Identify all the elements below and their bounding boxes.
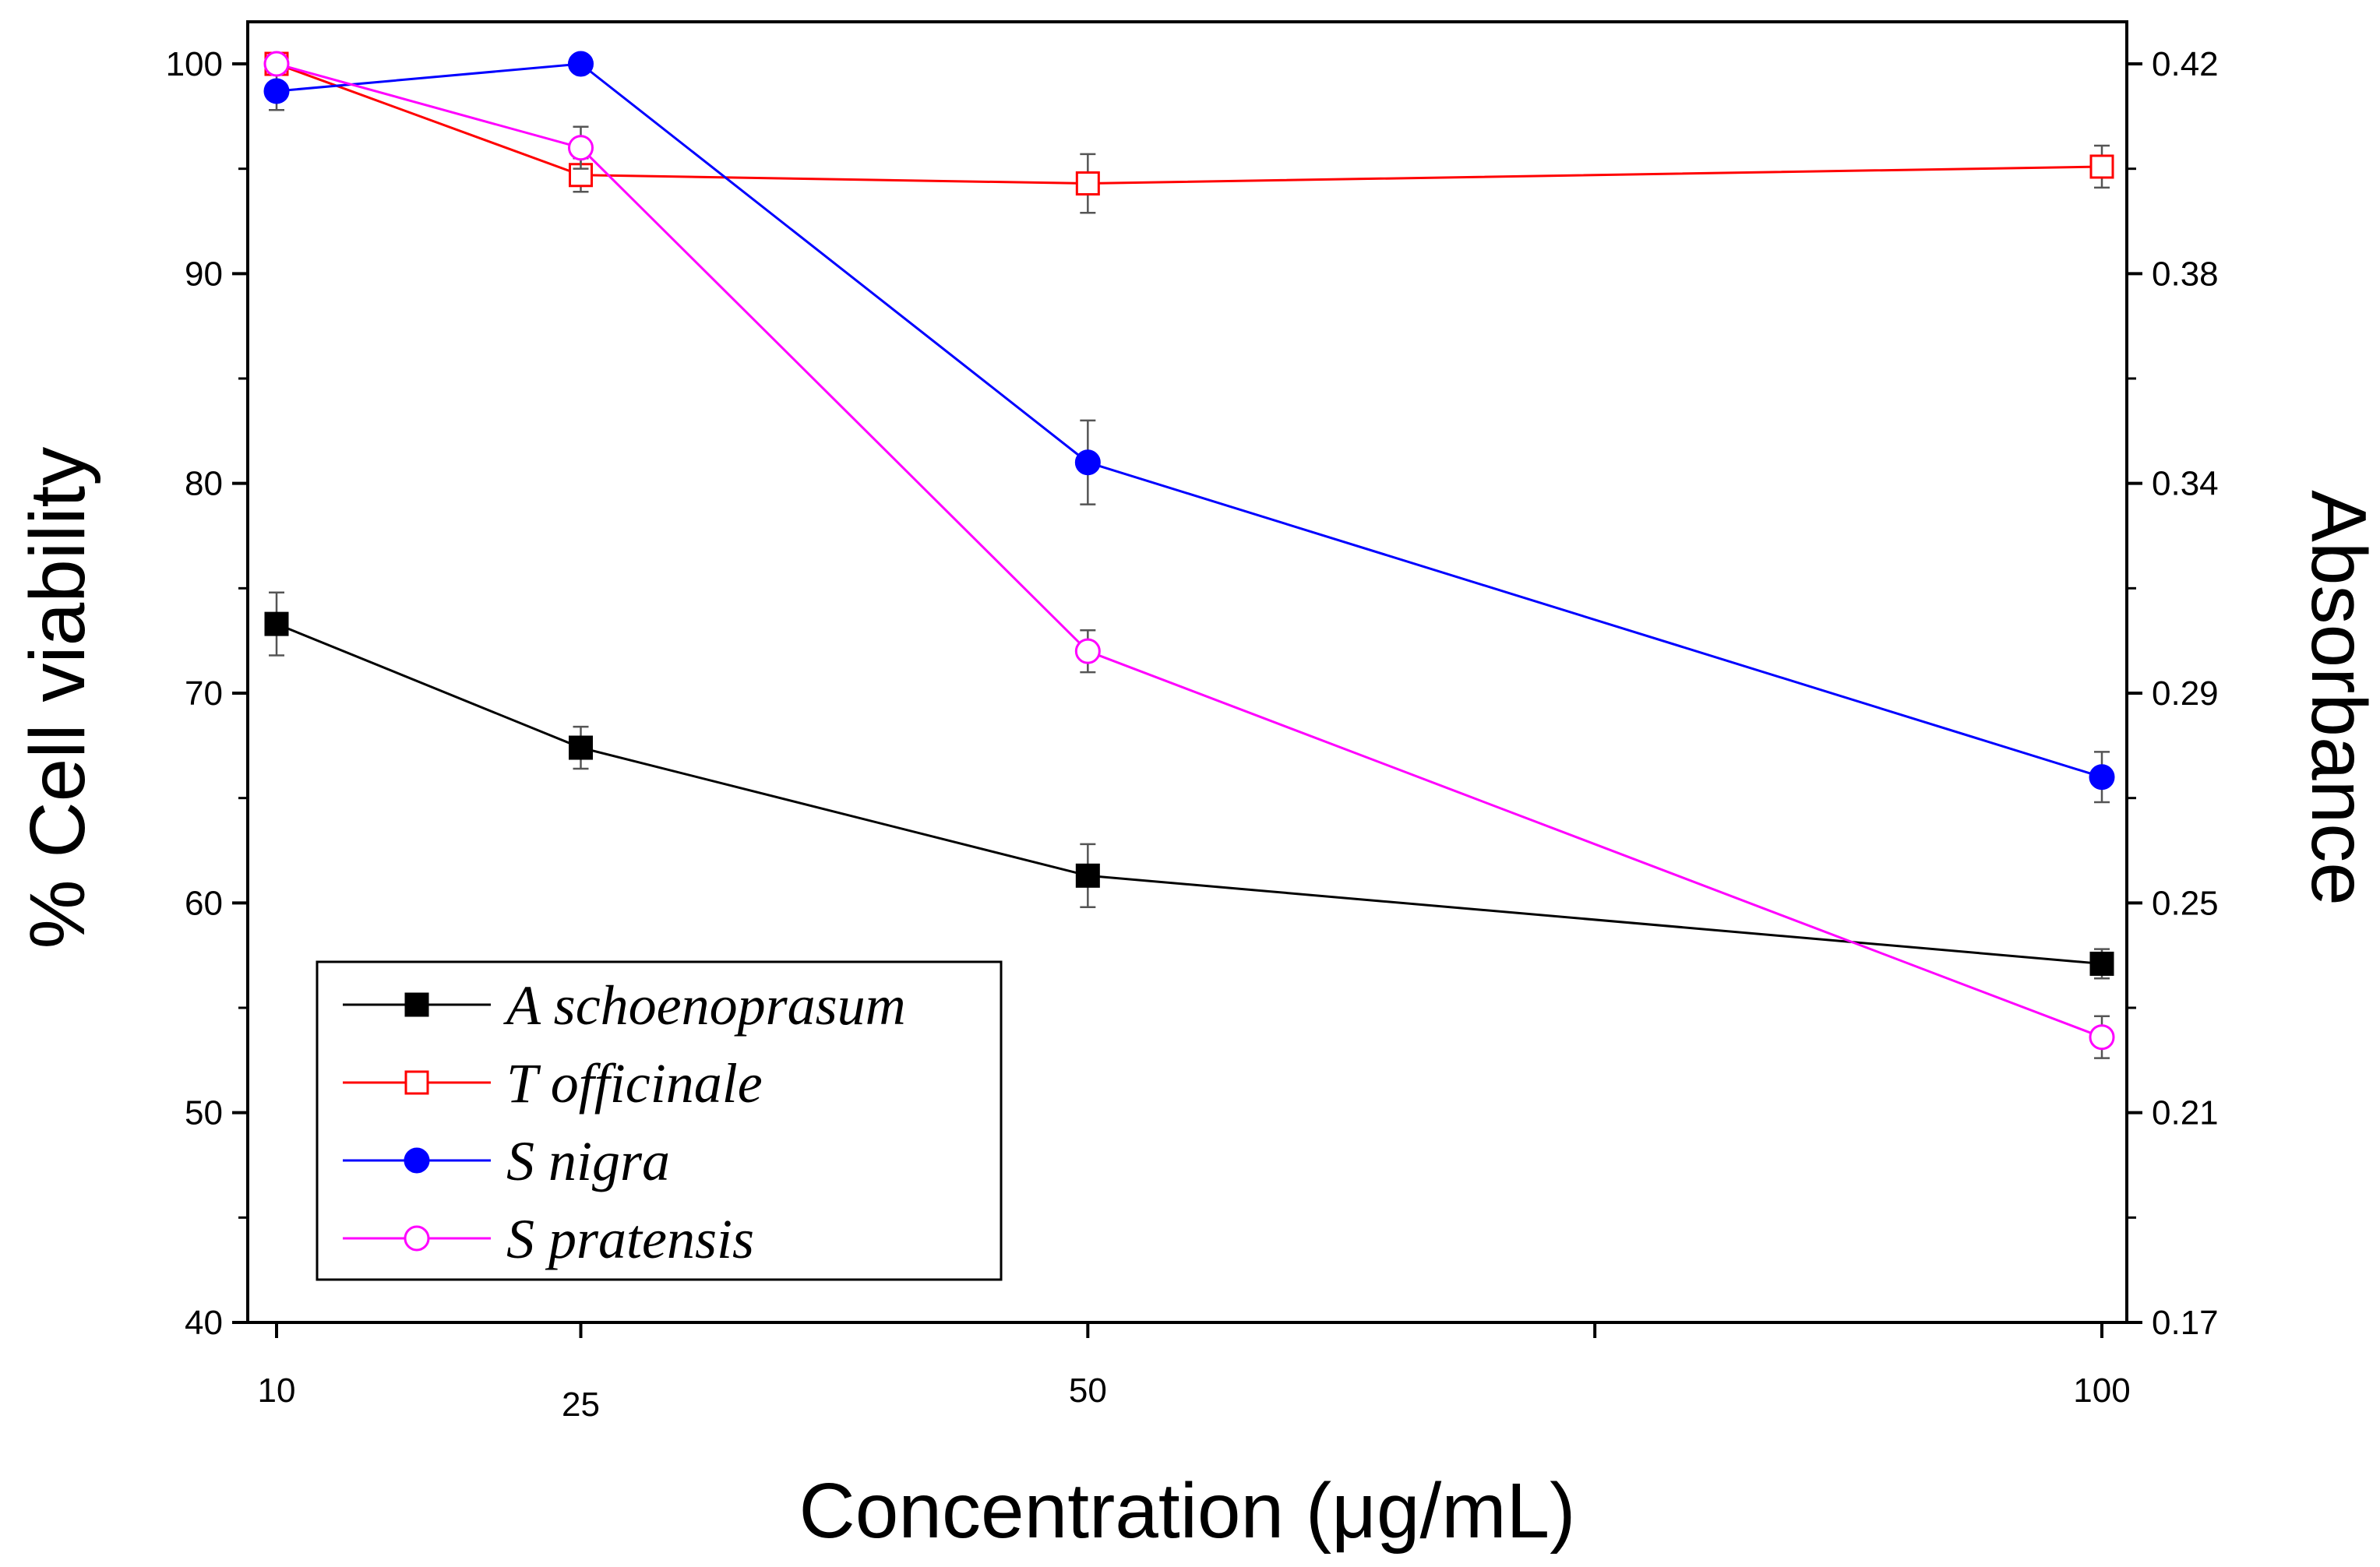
series-line bbox=[276, 62, 2103, 1039]
legend-item-2: S nigra bbox=[343, 1130, 670, 1192]
y-tick-label: 40 bbox=[185, 1304, 223, 1342]
legend-label: T officinale bbox=[506, 1052, 763, 1115]
data-point bbox=[2089, 951, 2114, 976]
y-tick-label: 90 bbox=[185, 255, 223, 293]
y-right-tick-label: 0.34 bbox=[2152, 465, 2219, 503]
data-point bbox=[1074, 638, 1101, 664]
y-axis-title: % Cell viability bbox=[14, 447, 101, 949]
y-right-tick-label: 0.42 bbox=[2152, 45, 2219, 83]
series-2 bbox=[263, 51, 2115, 804]
y-tick-label: 70 bbox=[185, 674, 223, 713]
legend-item-3: S pratensis bbox=[343, 1208, 754, 1270]
series-line bbox=[276, 622, 2103, 965]
series-line bbox=[276, 62, 2103, 185]
data-point bbox=[568, 135, 594, 161]
x-tick-label: 50 bbox=[1069, 1372, 1107, 1410]
x-axis-title: Concentration (μg/mL) bbox=[799, 1467, 1576, 1555]
legend-item-0: A schoenoprasum bbox=[343, 974, 906, 1037]
legend-marker bbox=[404, 1070, 429, 1095]
y-axis-right-title: Absorbance bbox=[2295, 490, 2380, 906]
series-line bbox=[276, 62, 2103, 779]
x-tick-label: 100 bbox=[2073, 1372, 2130, 1410]
data-point bbox=[568, 51, 594, 77]
legend-marker bbox=[404, 992, 429, 1017]
data-point bbox=[263, 78, 290, 104]
legend-label: A schoenoprasum bbox=[503, 974, 906, 1037]
data-point bbox=[264, 611, 289, 636]
data-point bbox=[569, 735, 593, 760]
y-tick-label: 100 bbox=[166, 45, 223, 83]
legend: A schoenoprasum T officinale S nigra S prat… bbox=[316, 960, 1003, 1281]
legend-marker bbox=[404, 1225, 430, 1252]
data-point bbox=[2089, 154, 2114, 179]
y-right-tick-label: 0.25 bbox=[2152, 884, 2219, 922]
y-tick-label: 50 bbox=[185, 1094, 223, 1132]
y-right-tick-label: 0.17 bbox=[2152, 1304, 2219, 1342]
y-right-tick-label: 0.21 bbox=[2152, 1094, 2219, 1132]
series-0 bbox=[264, 591, 2114, 980]
data-point bbox=[2089, 1024, 2115, 1051]
y-tick-label: 80 bbox=[185, 465, 223, 503]
series-3 bbox=[263, 51, 2115, 1059]
y-right-tick-label: 0.38 bbox=[2152, 255, 2219, 293]
y-right-tick-label: 0.29 bbox=[2152, 674, 2219, 713]
legend-box bbox=[316, 960, 1003, 1281]
x-tick-label: 25 bbox=[562, 1386, 600, 1424]
data-point bbox=[263, 51, 290, 77]
data-point bbox=[1075, 171, 1100, 196]
data-point bbox=[2089, 764, 2115, 791]
series-1 bbox=[264, 51, 2114, 214]
legend-label: S nigra bbox=[506, 1130, 670, 1192]
legend-marker bbox=[404, 1147, 430, 1174]
legend-label: S pratensis bbox=[506, 1208, 754, 1270]
plot-frame bbox=[246, 20, 2128, 1324]
x-tick-label: 10 bbox=[258, 1372, 296, 1410]
y-tick-label: 60 bbox=[185, 884, 223, 922]
data-point bbox=[1075, 863, 1100, 888]
legend-item-1: T officinale bbox=[343, 1052, 763, 1115]
data-point bbox=[1074, 449, 1101, 476]
